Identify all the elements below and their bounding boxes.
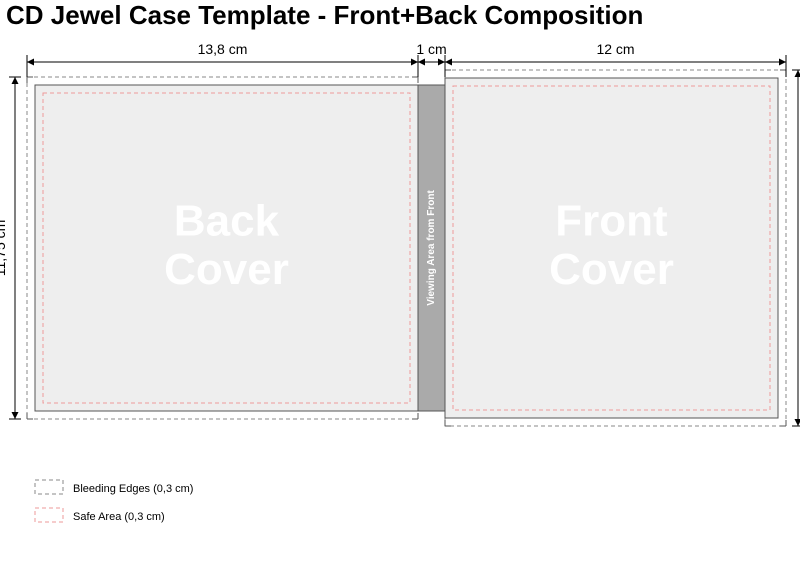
dim-label-spine: 1 cm <box>416 41 446 57</box>
legend-label: Safe Area (0,3 cm) <box>73 511 165 523</box>
front-cover-label: Cover <box>549 245 674 294</box>
back-cover-label: Back <box>174 196 280 245</box>
dim-label-front: 12 cm <box>596 41 634 57</box>
dim-label-back-height: 11,75 cm <box>0 220 8 277</box>
page-title: CD Jewel Case Template - Front+Back Comp… <box>6 0 643 30</box>
spine-label: Viewing Area from Front <box>426 190 437 306</box>
legend-label: Bleeding Edges (0,3 cm) <box>73 483 193 495</box>
front-cover-label: Front <box>555 196 668 245</box>
dim-label-back: 13,8 cm <box>198 41 248 57</box>
back-cover-label: Cover <box>164 245 289 294</box>
